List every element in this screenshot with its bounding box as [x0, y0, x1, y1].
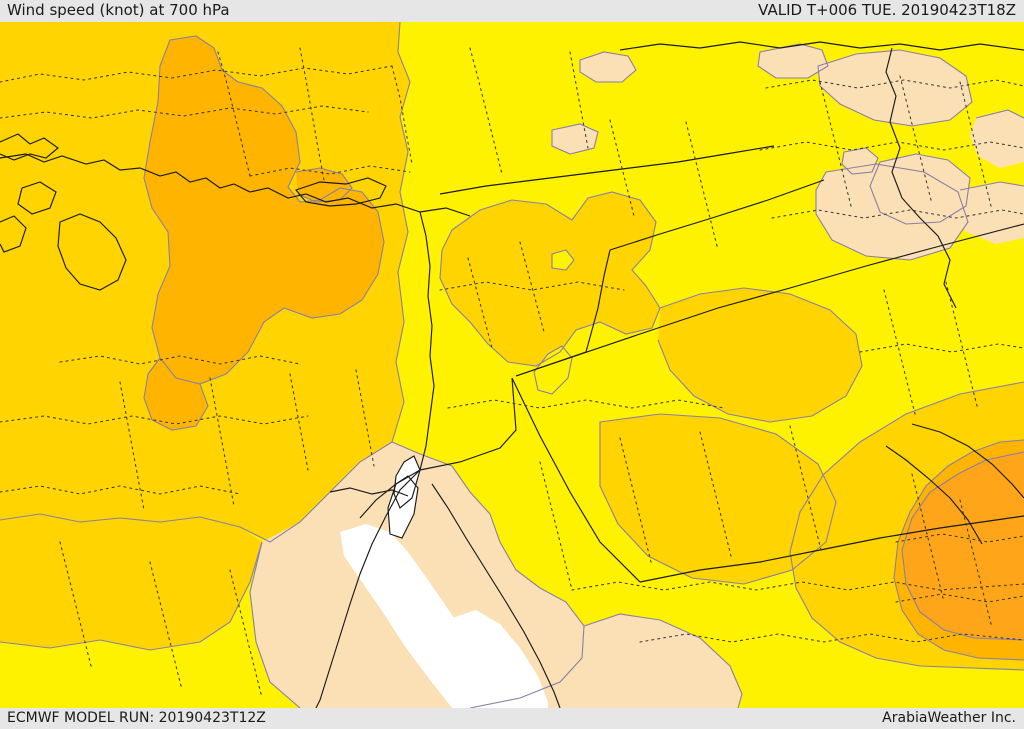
band-yellow-finger-central — [534, 346, 572, 394]
valid-time-label: VALID T+006 TUE. 20190423T18Z — [758, 1, 1016, 19]
band-orange-bump-north — [296, 168, 352, 202]
band-orange-tail-south — [144, 358, 208, 430]
band-gold-region-iraq — [658, 288, 862, 422]
band-beige-anatolia-ne — [818, 50, 972, 126]
band-beige-caucasus — [970, 110, 1024, 168]
band-gold-region-central — [440, 192, 660, 366]
band-white-red-sea-lower — [452, 610, 548, 708]
administrative-borders — [0, 47, 1024, 699]
header-bar: Wind speed (knot) at 700 hPa VALID T+006… — [0, 0, 1024, 22]
band-beige-cyprus-sea — [552, 124, 598, 154]
band-gold-region-arabia-north — [600, 414, 836, 584]
contour-lines — [0, 22, 1024, 708]
map-title: Wind speed (knot) at 700 hPa — [7, 1, 230, 19]
band-gold-region-east — [790, 382, 1024, 670]
band-beige-arabia — [470, 614, 742, 708]
map-canvas — [0, 22, 1024, 708]
wind-speed-contour-map — [0, 22, 1024, 708]
band-gold-region-southwest — [0, 514, 262, 650]
national-borders — [359, 145, 1024, 583]
band-orange-core-anatolia — [144, 36, 384, 384]
coastlines — [0, 41, 1024, 708]
band-beige-iran-central — [816, 164, 968, 260]
footer-bar: ECMWF MODEL RUN: 20190423T12Z ArabiaWeat… — [0, 708, 1024, 729]
band-beige-med-coast — [580, 52, 636, 82]
band-deep-orange-east — [902, 452, 1024, 640]
brand-label: ArabiaWeather Inc. — [882, 710, 1016, 726]
band-yellow-island-central — [552, 250, 574, 270]
model-run-label: ECMWF MODEL RUN: 20190423T12Z — [7, 710, 266, 726]
band-beige-ne-corner — [758, 44, 828, 78]
band-orange-east-outer — [894, 440, 1024, 660]
